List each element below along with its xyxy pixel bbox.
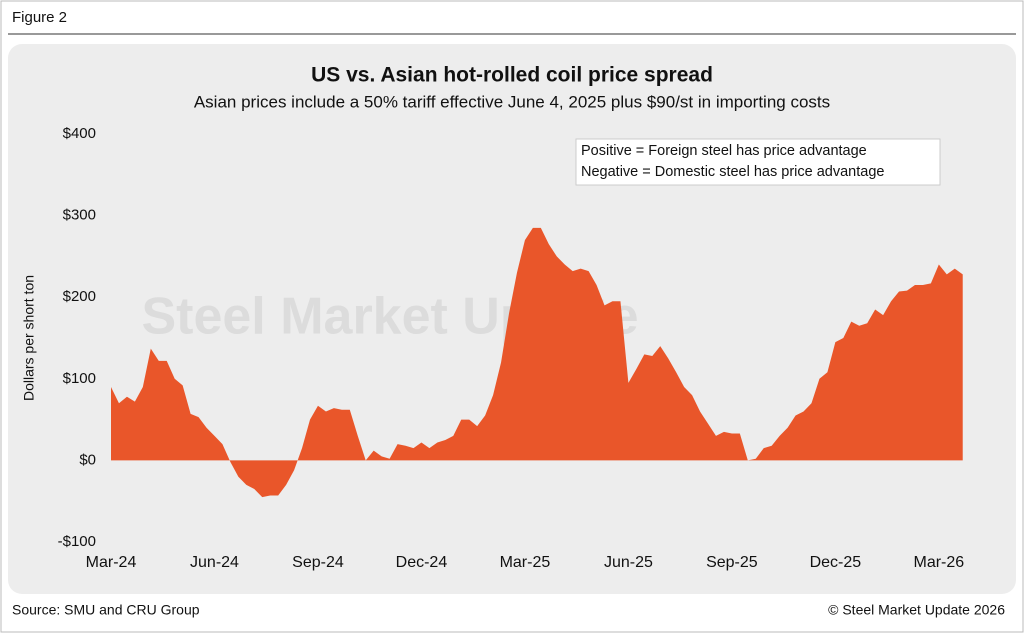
y-tick-label: $400	[63, 125, 96, 142]
y-tick-label: $0	[79, 451, 96, 468]
x-tick-label: Dec-24	[396, 554, 448, 571]
annotation: Positive = Foreign steel has price advan…	[581, 143, 867, 159]
x-tick-label: Jun-24	[190, 554, 239, 571]
x-tick-label: Mar-26	[913, 554, 964, 571]
y-tick-label: -$100	[58, 533, 96, 550]
y-tick-label: $300	[63, 207, 96, 224]
x-tick-label: Sep-24	[292, 554, 344, 571]
x-tick-label: Mar-25	[500, 554, 551, 571]
source: Source: SMU and CRU Group	[12, 602, 200, 618]
plot: -$100 $0 $100 $200 $300 $400 Mar-24 Jun-24 Sep-2…	[58, 125, 965, 571]
x-tick-label: Mar-24	[86, 554, 137, 571]
figure-label: Figure 2	[12, 9, 67, 26]
annotation: Negative = Domestic steel has price adva…	[581, 164, 884, 180]
chart-title: US vs. Asian hot-rolled coil price sprea…	[311, 64, 713, 87]
area	[111, 227, 963, 498]
y-tick-label: $200	[63, 288, 96, 305]
y-tick-label: $100	[63, 370, 96, 387]
copyright: © Steel Market Update 2026	[828, 602, 1005, 618]
annotation-box	[575, 138, 941, 186]
chart-subtitle: Asian prices include a 50% tariff effect…	[194, 92, 830, 111]
x-tick-label: Jun-25	[604, 554, 653, 571]
x-tick-label: Sep-25	[706, 554, 758, 571]
x-tick-label: Dec-25	[810, 554, 862, 571]
y-axis-label: Dollars per short ton	[21, 275, 37, 401]
